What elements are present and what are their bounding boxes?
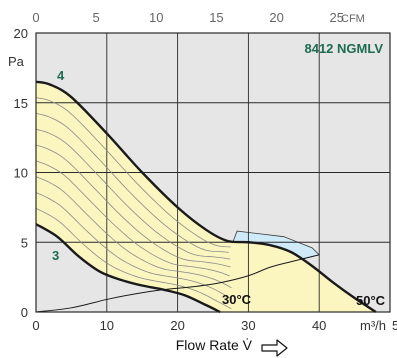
x-tick-label: 30 bbox=[241, 318, 255, 333]
fan-curve-intermediate bbox=[35, 176, 232, 289]
x-tick-label: 10 bbox=[100, 318, 114, 333]
x-tick-label: 0 bbox=[32, 318, 39, 333]
y-axis-unit-label: Pa bbox=[8, 54, 25, 69]
cfm-tick-label: 20 bbox=[269, 10, 283, 25]
fan-curve-intermediate bbox=[35, 192, 233, 300]
x-tick-label: 20 bbox=[170, 318, 184, 333]
cfm-tick-label: 0 bbox=[32, 10, 39, 25]
y-tick-label: 15 bbox=[14, 96, 28, 111]
cfm-unit-label: CFM bbox=[341, 13, 365, 25]
fan-curve-intermediate bbox=[35, 144, 231, 268]
x-axis-title: Flow Rate V̇ bbox=[176, 337, 253, 353]
cfm-tick-label: 25 bbox=[329, 10, 343, 25]
y-tick-label: 5 bbox=[21, 235, 28, 250]
fan-curve-intermediate bbox=[35, 207, 232, 310]
y-tick-label: 20 bbox=[14, 26, 28, 41]
y-tick-label: 10 bbox=[14, 166, 28, 181]
cfm-tick-label: 5 bbox=[93, 10, 100, 25]
curve-4-label: 4 bbox=[57, 68, 65, 83]
cfm-tick-label: 10 bbox=[149, 10, 163, 25]
tick-labels: 0 10 20 30 40 50 0 5 10 15 20 0 5 10 15 20 25 bbox=[14, 10, 397, 333]
cfm-tick-label: 15 bbox=[209, 10, 223, 25]
y-tick-label: 0 bbox=[21, 305, 28, 320]
curve-3-label: 3 bbox=[52, 248, 59, 263]
series-3-line bbox=[35, 223, 221, 314]
x-tick-label: 50 bbox=[392, 318, 397, 333]
arrow-right-icon bbox=[261, 339, 288, 357]
fan-curve-intermediate bbox=[35, 128, 231, 260]
plot-border bbox=[35, 32, 391, 313]
temp-50-label: 50°C bbox=[356, 293, 386, 308]
x-axis-unit-label: m³/h bbox=[360, 318, 386, 333]
yellow-region bbox=[36, 81, 376, 312]
grid bbox=[36, 33, 390, 312]
temp-30-label: 30°C bbox=[222, 292, 252, 307]
series-min-line bbox=[35, 254, 320, 313]
fan-curve-intermediate bbox=[35, 160, 230, 277]
model-label: 8412 NGMLV bbox=[304, 41, 383, 56]
fan-curves bbox=[35, 97, 233, 310]
characteristic-lines bbox=[35, 80, 377, 314]
x-tick-label: 40 bbox=[312, 318, 326, 333]
fan-curve-intermediate bbox=[35, 113, 229, 253]
series-4-line bbox=[35, 80, 377, 314]
fan-curve-intermediate bbox=[35, 97, 231, 248]
